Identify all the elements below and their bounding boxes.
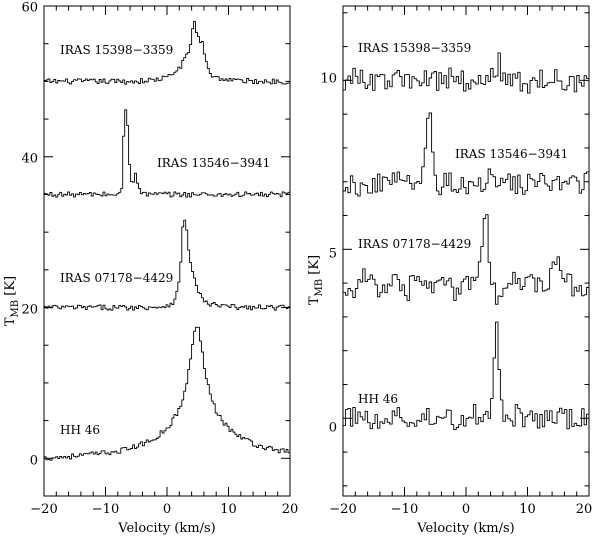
left-spectrum-iras-07178 — [44, 219, 290, 311]
left-xtick-label: 20 — [282, 502, 299, 517]
left-panel: 0 20 40 60 −20 −10 0 10 20 Velocity (km/… — [3, 1, 298, 537]
left-spectrum-hh-46 — [44, 326, 290, 461]
right-xtick-label: −10 — [391, 502, 418, 517]
right-x-axis-label: Velocity (km/s) — [416, 521, 514, 536]
left-source-label: IRAS 15398−3359 — [60, 43, 173, 57]
left-source-label: HH 46 — [60, 423, 100, 437]
right-y-axis-unit: [K] — [307, 255, 322, 279]
right-xtick-label: 10 — [519, 502, 536, 517]
right-ytick-label: 0 — [329, 421, 337, 436]
right-axis-ticks — [342, 6, 590, 496]
left-ytick-label: 20 — [21, 303, 38, 318]
left-xtick-label: 10 — [220, 502, 237, 517]
left-ytick-label: 40 — [21, 152, 38, 167]
left-y-axis-label: TMB [K] — [3, 276, 21, 326]
right-y-axis-subscript: MB — [314, 279, 325, 297]
left-spectrum-iras-15398 — [44, 20, 290, 85]
left-x-axis-label: Velocity (km/s) — [117, 521, 215, 536]
left-ytick-label: 60 — [21, 1, 38, 16]
right-ytick-label: 10 — [320, 72, 337, 87]
right-spectrum-hh-46 — [343, 321, 589, 431]
left-y-axis-subscript: MB — [10, 300, 21, 318]
left-source-label: IRAS 07178−4429 — [60, 271, 173, 285]
left-xtick-label: −20 — [30, 502, 57, 517]
right-xtick-label: 0 — [462, 502, 470, 517]
right-ytick-label: 5 — [329, 247, 337, 262]
right-source-label: IRAS 07178−4429 — [358, 237, 471, 251]
right-source-label: HH 46 — [358, 392, 398, 406]
right-xtick-label: 20 — [576, 502, 593, 517]
left-y-axis-symbol: T — [3, 317, 18, 326]
right-y-axis-label: TMB [K] — [307, 255, 325, 305]
left-spectrum-iras-13546 — [44, 109, 290, 198]
left-source-label: IRAS 13546−3941 — [157, 156, 270, 170]
right-y-axis-symbol: T — [307, 296, 322, 305]
right-spectrum-iras-07178 — [343, 214, 589, 305]
right-spectrum-iras-13546 — [343, 112, 589, 197]
left-y-axis-unit: [K] — [3, 276, 18, 300]
right-spectrum-iras-15398 — [343, 52, 589, 94]
right-panel: 0 5 10 −20 −10 0 10 20 Velocity (km/s) T… — [307, 5, 593, 536]
left-xtick-label: 0 — [163, 502, 171, 517]
right-source-label: IRAS 15398−3359 — [358, 41, 471, 55]
left-xtick-label: −10 — [92, 502, 119, 517]
left-ytick-label: 0 — [30, 454, 38, 469]
right-source-label: IRAS 13546−3941 — [455, 147, 568, 161]
right-xtick-label: −20 — [329, 502, 356, 517]
